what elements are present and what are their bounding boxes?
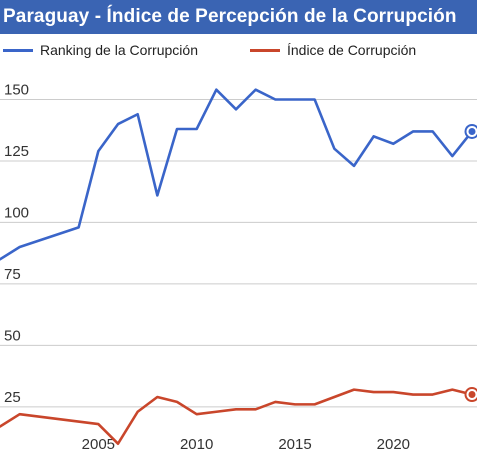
y-tick-label-150: 150: [4, 82, 29, 99]
series-end-marker-inner-1: [468, 127, 476, 135]
legend-label-indice: Índice de Corrupción: [286, 42, 417, 58]
chart-title: Paraguay - Índice de Percepción de la Co…: [3, 6, 457, 27]
y-tick-label-100: 100: [4, 204, 29, 221]
title-bar: Paraguay - Índice de Percepción de la Co…: [0, 0, 477, 34]
series-end-marker-inner-2: [468, 391, 476, 399]
legend-item-ranking: Ranking de la Corrupción: [3, 42, 198, 58]
x-tick-label-2015: 2015: [278, 436, 311, 453]
x-tick-label-2020: 2020: [377, 436, 410, 453]
legend-item-indice: Índice de Corrupción: [249, 42, 417, 58]
y-tick-label-75: 75: [4, 266, 21, 283]
series-line-1: [0, 88, 474, 261]
series-line-2: [0, 388, 474, 446]
x-tick-label-2005: 2005: [82, 436, 115, 453]
legend-label-ranking: Ranking de la Corrupción: [40, 42, 198, 58]
legend: Ranking de la Corrupción Índice de Corru…: [0, 38, 477, 62]
y-tick-label-50: 50: [4, 327, 21, 344]
y-tick-label-125: 125: [4, 143, 29, 160]
legend-swatch-indice: [249, 48, 280, 52]
y-tick-label-25: 25: [4, 389, 21, 406]
legend-swatch-ranking: [3, 48, 33, 52]
x-tick-label-2010: 2010: [180, 436, 213, 453]
